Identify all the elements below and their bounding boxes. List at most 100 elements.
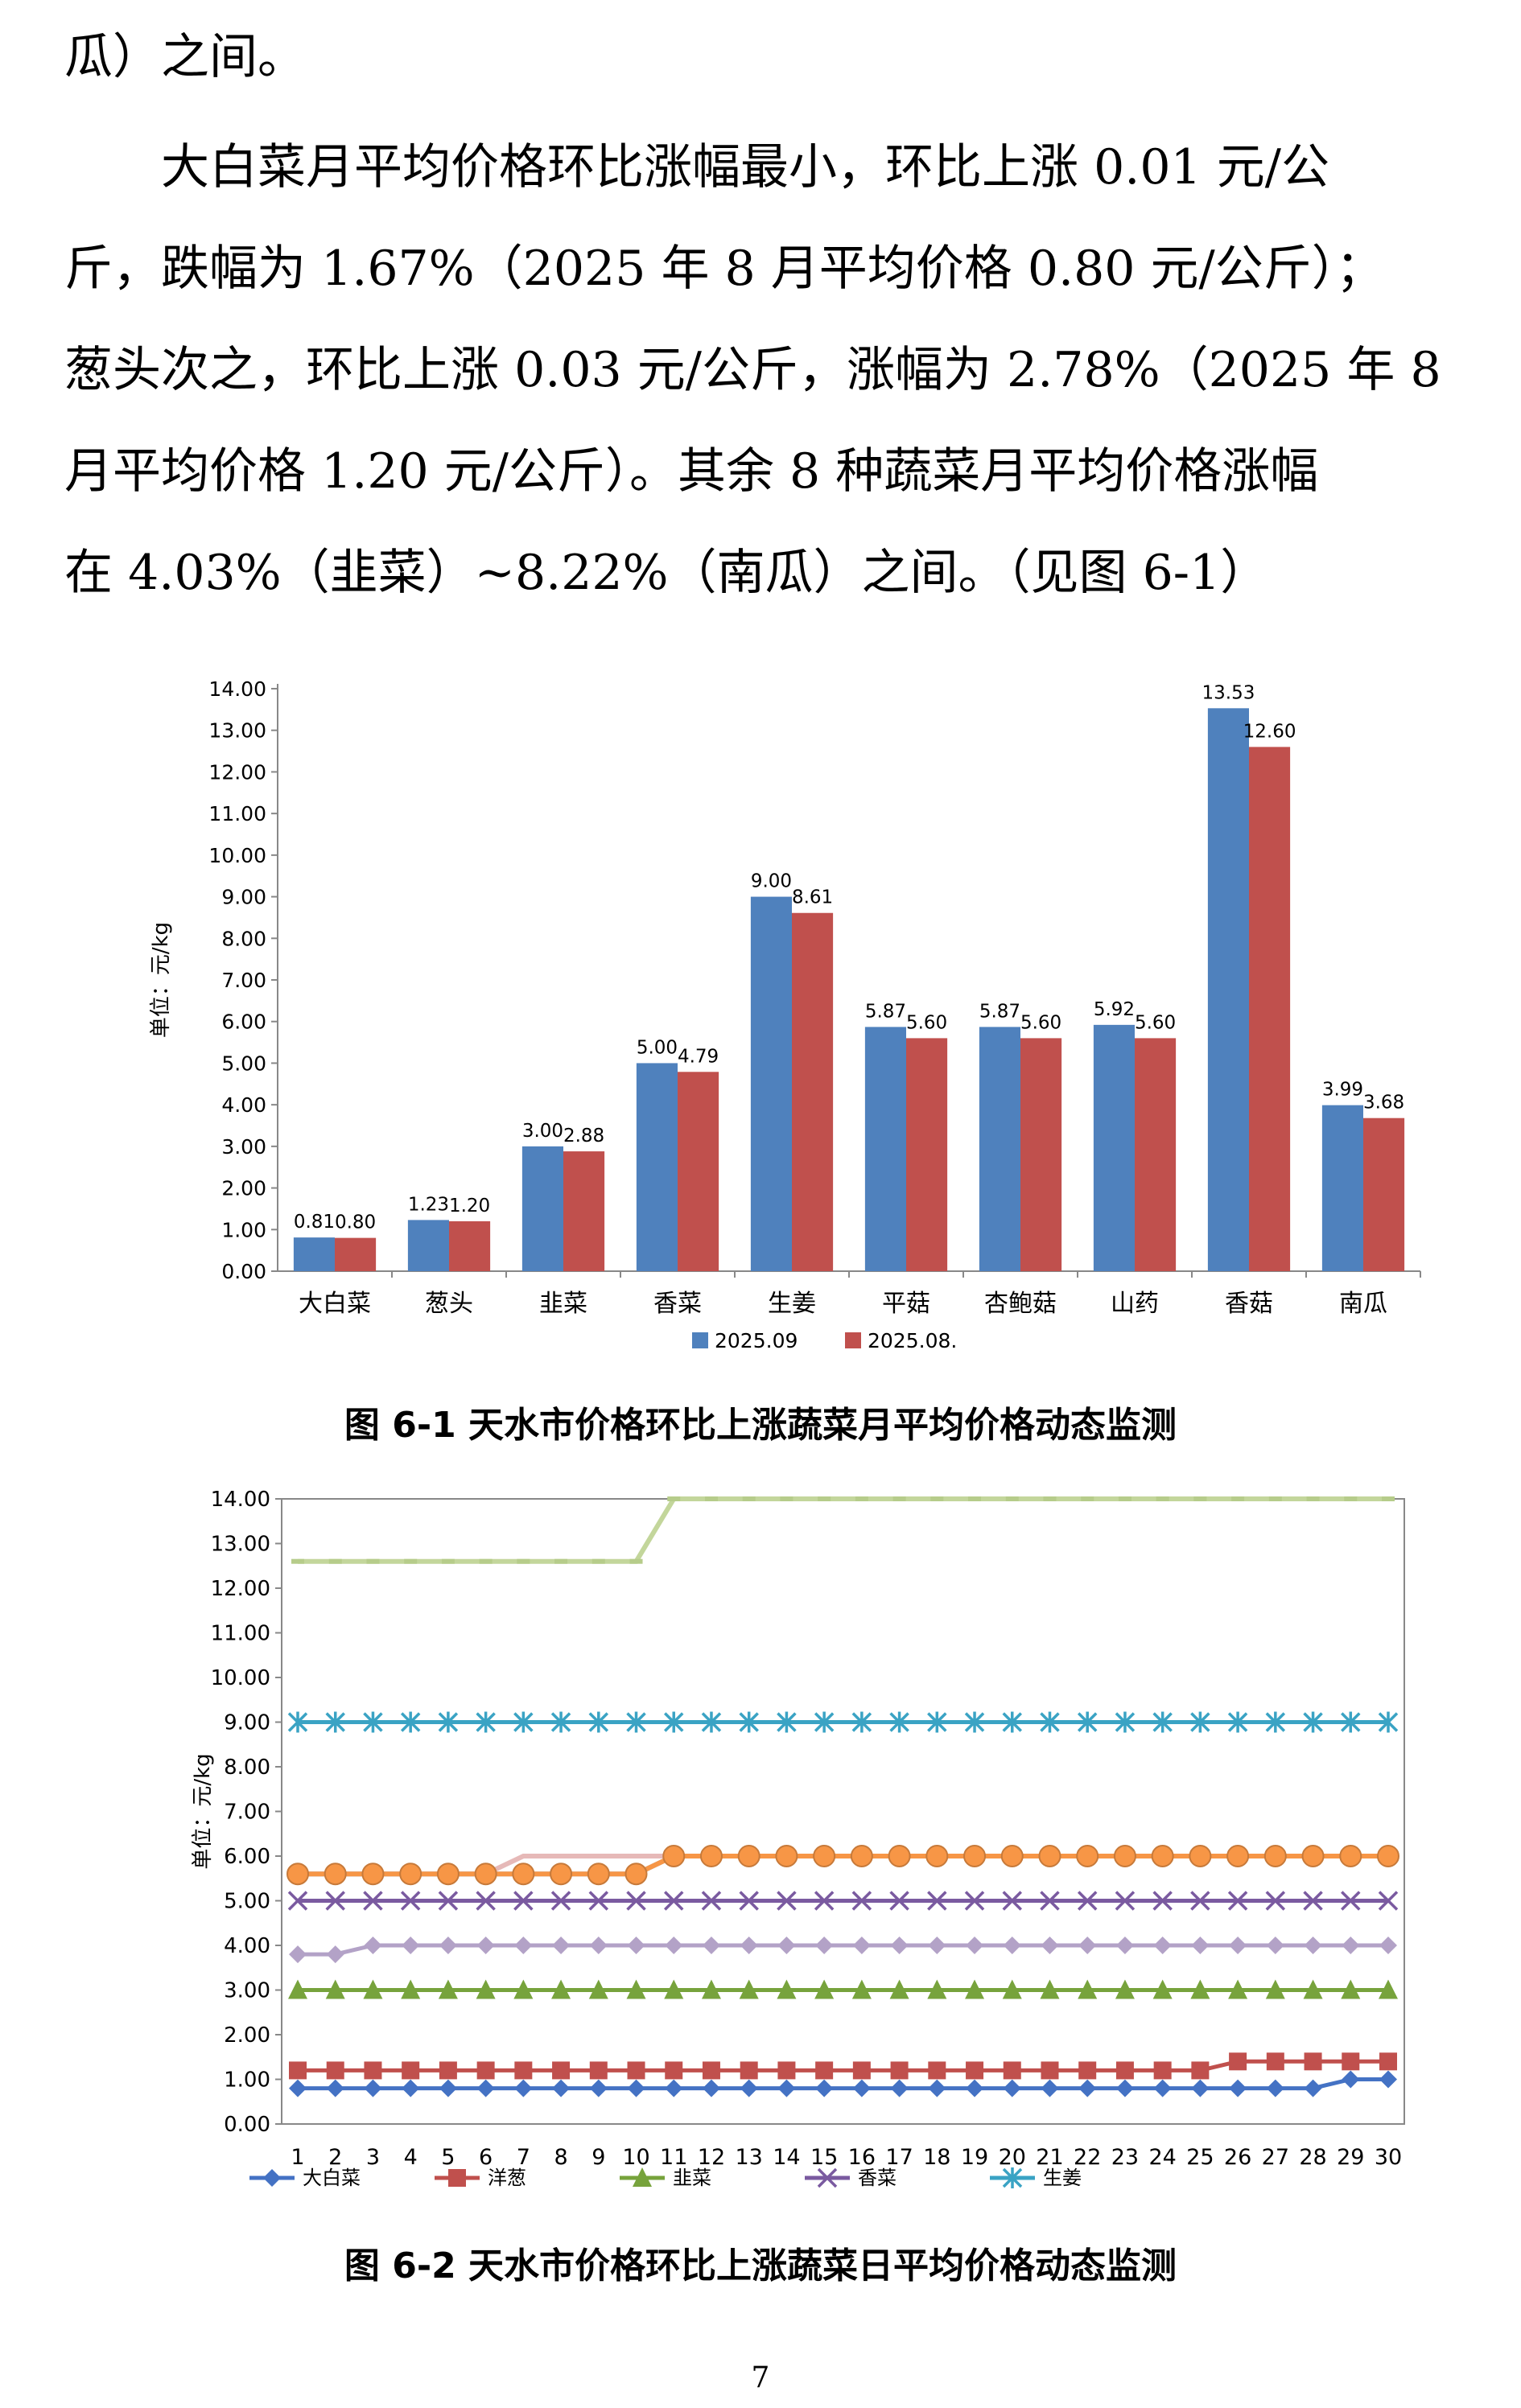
y-tick-label: 14.00	[211, 1488, 270, 1512]
series-line-9-point	[1193, 1496, 1207, 1501]
series-line-5-point	[928, 1937, 946, 1954]
series-大白菜-point	[890, 2079, 909, 2097]
legend-label: 香菜	[858, 2167, 897, 2189]
series-生姜-point	[777, 1711, 797, 1733]
series-韭菜-point	[701, 1979, 721, 1999]
x-tick-label: 19	[961, 2145, 988, 2170]
series-香菜-point	[1115, 1891, 1136, 1911]
series-韭菜-point	[1152, 1979, 1173, 1999]
series-洋葱-point	[1003, 2061, 1021, 2080]
series-香菜-point	[438, 1891, 459, 1911]
y-tick-label: 6.00	[224, 1845, 270, 1869]
figure-2-caption: 图 6-2 天水市价格环比上涨蔬菜日平均价格动态监测	[344, 2245, 1177, 2287]
series-大白菜-point	[1379, 2070, 1397, 2089]
series-韭菜-point	[1040, 1979, 1060, 1999]
text-line-5: 在 4.03%（韭菜）~8.22%（南瓜）之间。（见图 6-1）	[64, 545, 1269, 601]
series-line-9-point	[1081, 1496, 1094, 1501]
series-韭菜-point	[814, 1979, 835, 1999]
series-韭菜-point	[1115, 1979, 1135, 1999]
x-tick-label: 16	[848, 2145, 876, 2170]
series-生姜-point	[513, 1711, 534, 1733]
bar-2025.08.	[1135, 1038, 1177, 1271]
series-生姜-point	[550, 1711, 571, 1733]
x-tick-label: 28	[1299, 2145, 1326, 2170]
series-香菜-point	[1002, 1891, 1022, 1911]
series-香菜-point	[1303, 1891, 1323, 1911]
series-洋葱-point	[815, 2061, 834, 2080]
bar-2025.09	[1093, 1024, 1135, 1271]
y-tick-label: 0.00	[221, 1260, 266, 1283]
series-生姜-point	[701, 1711, 722, 1733]
x-tick-label: 6	[479, 2145, 493, 2170]
bar-value-label: 3.68	[1363, 1093, 1404, 1113]
series-韭菜-point	[965, 1979, 985, 1999]
series-韭菜-point	[739, 1979, 759, 1999]
bar-value-label: 5.60	[906, 1012, 947, 1033]
legend-marker	[1002, 2167, 1023, 2188]
y-tick-label: 2.00	[224, 2023, 270, 2048]
series-洋葱-point	[1266, 2052, 1284, 2071]
y-axis-label: 单位：元/kg	[191, 1753, 215, 1869]
bar-2025.09	[636, 1063, 678, 1271]
series-line-5-point	[1003, 1937, 1021, 1954]
bar-2025.08.	[906, 1038, 948, 1271]
series-大白菜-point	[476, 2079, 495, 2097]
text-line-0: 瓜）之间。	[64, 29, 306, 85]
x-tick-label: 7	[517, 2145, 530, 2170]
series-大白菜-point	[289, 2079, 307, 2097]
legend-marker	[263, 2169, 281, 2187]
bar-value-label: 8.61	[792, 887, 833, 908]
bar-2025.09	[293, 1237, 335, 1271]
series-韭菜-point	[1265, 1979, 1285, 1999]
series-香菜-point	[1265, 1891, 1286, 1911]
series-香菜-point	[476, 1891, 496, 1911]
bar-2025.08.	[792, 912, 834, 1271]
series-洋葱-point	[1379, 2052, 1397, 2071]
series-香菜-point	[964, 1891, 985, 1911]
series-line-5-point	[1342, 1937, 1360, 1954]
series-生姜-point	[438, 1711, 459, 1733]
series-香菜-point	[1040, 1891, 1060, 1911]
series-生姜-point	[739, 1711, 759, 1733]
paragraph-price-summary: 大白菜月平均价格环比涨幅最小，环比上涨 0.01 元/公 斤，跌幅为 1.67%…	[64, 117, 1449, 624]
series-韭菜-point	[927, 1979, 947, 1999]
y-tick-label: 3.00	[224, 1979, 270, 2003]
x-tick-label: 3	[366, 2145, 380, 2170]
series-生姜-point	[814, 1711, 835, 1733]
x-tick-label: 葱头	[425, 1290, 473, 1318]
y-tick-label: 11.00	[211, 1622, 270, 1646]
series-大白菜-point	[1266, 2079, 1284, 2097]
series-line-8-point	[361, 1863, 385, 1886]
series-洋葱-point	[966, 2061, 984, 2080]
text-line-2: 斤，跌幅为 1.67%（2025 年 8 月平均价格 0.80 元/公斤）；	[64, 241, 1384, 297]
series-line-8-point	[474, 1863, 497, 1886]
text-line-1: 大白菜月平均价格环比涨幅最小，环比上涨 0.01 元/公	[161, 139, 1329, 196]
x-tick-label: 5	[441, 2145, 455, 2170]
bar-2025.09	[521, 1146, 563, 1271]
series-生姜-point	[1077, 1711, 1098, 1733]
y-tick-label: 7.00	[224, 1801, 270, 1825]
y-tick-label: 9.00	[221, 886, 266, 909]
x-tick-label: 29	[1337, 2145, 1364, 2170]
legend-label: 大白菜	[303, 2167, 361, 2189]
series-大白菜-point	[702, 2079, 720, 2097]
y-tick-label: 13.00	[211, 1533, 270, 1557]
series-韭菜-point	[1002, 1979, 1022, 1999]
series-生姜-point	[1265, 1711, 1286, 1733]
page-number: 7	[751, 2361, 770, 2394]
series-洋葱-point	[890, 2061, 909, 2080]
x-tick-label: 21	[1036, 2145, 1063, 2170]
series-line-8-point	[775, 1845, 798, 1867]
x-tick-label: 11	[660, 2145, 687, 2170]
series-韭菜-point	[476, 1979, 496, 1999]
series-line-8-point	[699, 1845, 723, 1867]
bar-2025.08.	[1363, 1118, 1405, 1271]
x-tick-label: 14	[773, 2145, 800, 2170]
series-洋葱-point	[665, 2061, 683, 2080]
bar-2025.08.	[563, 1151, 605, 1271]
series-line-9-point	[554, 1558, 568, 1564]
x-tick-label: 4	[404, 2145, 418, 2170]
series-香菜-point	[701, 1891, 722, 1911]
series-洋葱-point	[702, 2061, 720, 2080]
series-生姜-point	[400, 1711, 421, 1733]
